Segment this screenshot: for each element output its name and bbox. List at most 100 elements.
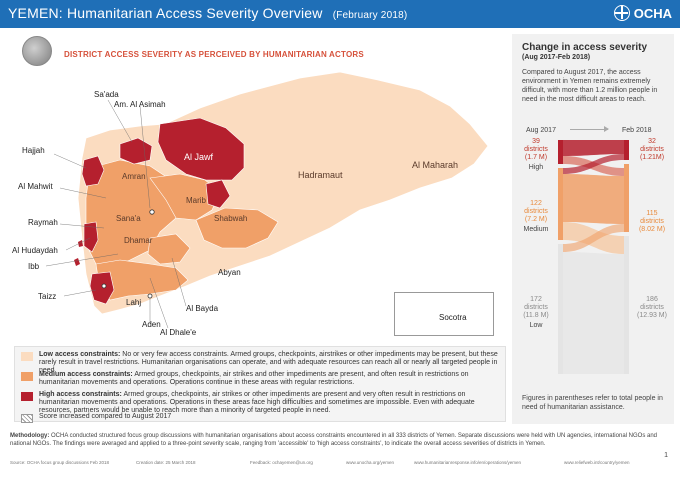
- legend-high-text: Armed groups, checkpoints, air strikes o…: [39, 391, 475, 414]
- aug-low-level: Low: [529, 322, 543, 329]
- aug-low-unit: districts: [524, 304, 548, 311]
- map-medium-shabwah: [195, 207, 279, 249]
- leader-bayda: [171, 257, 187, 307]
- region-label-shabwah: Shabwah: [214, 214, 248, 223]
- leader-saada: [107, 99, 133, 143]
- aug-high-unit: districts: [524, 146, 548, 153]
- region-label-amran: Amran: [122, 172, 146, 181]
- feb-high-count: 32: [648, 138, 656, 145]
- header-date: (February 2018): [332, 10, 408, 21]
- footer-creation: Creation date: 25 March 2018: [136, 460, 196, 465]
- sidebar-footnote: Figures in parentheses refer to total pe…: [522, 395, 663, 411]
- map-island-1: [74, 258, 80, 266]
- aug-medium-level: Medium: [523, 226, 549, 233]
- sidebar-subtitle: (Aug 2017-Feb 2018): [522, 54, 591, 61]
- logo-text: OCHA: [633, 5, 672, 21]
- legend-low-text: No or very few access constraints. Armed…: [39, 351, 498, 374]
- header-main-title: Humanitarian Access Severity Overview: [66, 5, 323, 21]
- map-high-marib-east: [205, 179, 231, 209]
- feb-high-stat: 32 districts (1.21M): [634, 138, 670, 162]
- city-label-saada: Sa'ada: [94, 90, 119, 99]
- footer-link-humanitarianresponse[interactable]: www.humanitarianresponse.info/en/operati…: [414, 460, 522, 465]
- city-label-al-hudaydah: Al Hudaydah: [12, 246, 58, 255]
- inset-label: Socotra: [439, 313, 467, 322]
- feb-low-stat: 186 districts (12.93 M): [634, 296, 670, 320]
- region-label-sanaa: Sana'a: [116, 214, 141, 223]
- feb-medium-people: (8.02 M): [638, 226, 666, 233]
- map-island-2: [78, 240, 83, 247]
- leader-mahwit: [59, 187, 107, 199]
- map-high-hajjah: [81, 155, 105, 187]
- severity-legend: Low access constraints: No or very few a…: [14, 346, 506, 423]
- header-bar: YEMEN: Humanitarian Access Severity Over…: [0, 0, 680, 28]
- un-globe-icon: [613, 5, 630, 21]
- feb-low-unit: districts: [640, 304, 664, 311]
- aug-high-stat: 39 districts (1.7 M) High: [518, 138, 554, 172]
- ocha-logo: OCHA: [613, 5, 672, 21]
- legend-swatch-low: [21, 352, 33, 361]
- socotra-inset: Socotra: [394, 292, 494, 336]
- feb-medium-count: 115: [646, 210, 658, 217]
- leader-asimah: [139, 105, 151, 209]
- header-title: YEMEN: Humanitarian Access Severity Over…: [8, 5, 407, 21]
- map-high-hudaydah: [83, 221, 99, 253]
- city-label-taizz: Taizz: [38, 292, 57, 301]
- flow-medium-high: [563, 154, 624, 174]
- feb-medium-unit: districts: [640, 218, 664, 225]
- city-marker-sanaa: [149, 209, 155, 215]
- aug-high-level: High: [528, 164, 544, 171]
- legend-medium-text: Armed groups, checkpoints, air strikes a…: [39, 371, 469, 386]
- flow-bar-aug-high: [558, 140, 563, 164]
- feb-high-people: (1.21M): [639, 154, 665, 161]
- footer-link-reliefweb[interactable]: www.reliefweb.int/country/yemen: [564, 460, 630, 465]
- legend-swatch-high: [21, 392, 33, 401]
- city-label-amanat-al-asimah: Am. Al Asimah: [114, 100, 166, 109]
- region-label-dhamar: Dhamar: [124, 236, 153, 245]
- aug-low-people: (11.8 M): [523, 312, 549, 319]
- sidebar-title: Change in access severity: [522, 42, 648, 53]
- map-high-taizz: [89, 271, 115, 305]
- footer: Source: OCHA focus group discussions Feb…: [10, 460, 670, 468]
- aug-low-stat: 172 districts (11.8 M) Low: [518, 296, 554, 330]
- city-label-raymah: Raymah: [28, 218, 58, 227]
- aug-medium-stat: 122 districts (7.2 M) Medium: [518, 200, 554, 234]
- feb-low-people: (12.93 M): [637, 312, 667, 319]
- leader-hudaydah: [65, 237, 91, 251]
- flow-bar-feb-medium: [624, 164, 629, 232]
- region-label-al-maharah: Al Maharah: [412, 160, 459, 170]
- legend-hatch-text: Score increased compared to August 2017: [39, 413, 172, 420]
- legend-low-label: Low access constraints:: [39, 351, 121, 358]
- map-medium-bayda: [147, 233, 191, 265]
- aug-high-people: (1.7 M): [524, 154, 548, 161]
- locator-globe-icon: [22, 36, 52, 66]
- city-label-al-bayda: Al Bayda: [186, 304, 219, 313]
- flow-medium-medium: [563, 174, 624, 224]
- city-marker-taizz: [101, 283, 107, 289]
- sankey-flow: [558, 140, 629, 374]
- page-number: 1: [664, 452, 668, 459]
- city-label-aden: Aden: [142, 320, 161, 329]
- legend-medium-text-wrap: Medium access constraints: Armed groups,…: [39, 371, 501, 387]
- feb-low-count: 186: [646, 296, 658, 303]
- methodology-text: OCHA conducted structured focus group di…: [10, 433, 657, 447]
- footer-feedback: Feedback: ochayemen@un.org: [250, 460, 313, 465]
- methodology-label: Methodology:: [10, 433, 50, 439]
- flow-bar-aug-medium: [558, 168, 563, 240]
- footer-link-unocha[interactable]: www.unocha.org/yemen: [346, 460, 395, 465]
- city-label-al-dhalee: Al Dhale'e: [160, 328, 197, 337]
- feb-medium-stat: 115 districts (8.02 M): [634, 210, 670, 234]
- change-sidebar: Change in access severity (Aug 2017-Feb …: [512, 34, 674, 424]
- methodology: Methodology: OCHA conducted structured f…: [10, 432, 670, 448]
- legend-high-text-wrap: High access constraints: Armed groups, c…: [39, 391, 501, 415]
- aug-medium-unit: districts: [524, 208, 548, 215]
- leader-ibb: [45, 253, 119, 267]
- sidebar-from-label: Aug 2017: [526, 127, 556, 134]
- city-marker-aden: [147, 293, 153, 299]
- city-label-abyan: Abyan: [218, 268, 241, 277]
- map-high-aljawf: [157, 117, 245, 181]
- legend-medium-label: Medium access constraints:: [39, 371, 133, 378]
- aug-medium-count: 122: [530, 200, 542, 207]
- region-label-hadramaut: Hadramaut: [298, 170, 343, 180]
- region-label-al-jawf: Al Jawf: [184, 152, 214, 162]
- legend-high-label: High access constraints:: [39, 391, 122, 398]
